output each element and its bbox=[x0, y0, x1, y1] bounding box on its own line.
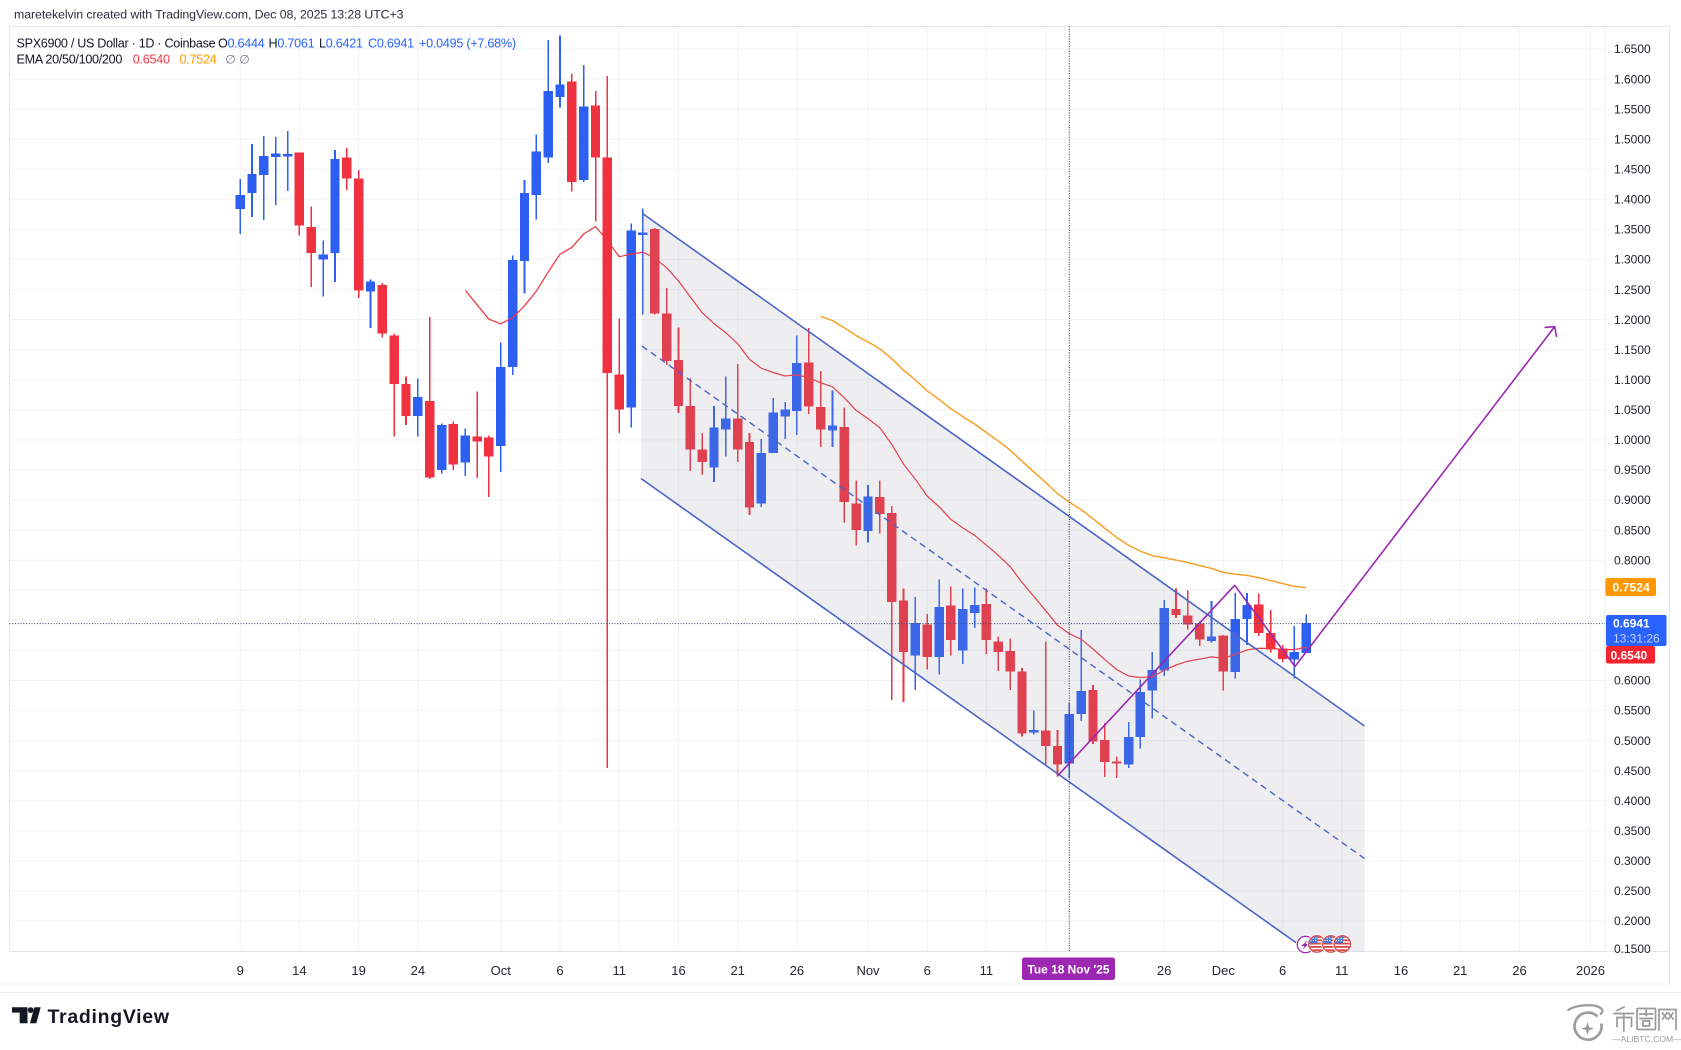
svg-text:9: 9 bbox=[237, 963, 244, 978]
svg-text:0.7524: 0.7524 bbox=[1613, 581, 1650, 595]
svg-text:1.3000: 1.3000 bbox=[1614, 253, 1651, 267]
svg-text:Nov: Nov bbox=[856, 963, 880, 978]
svg-text:0.4000: 0.4000 bbox=[1614, 794, 1651, 808]
svg-text:13:31:26: 13:31:26 bbox=[1613, 632, 1660, 646]
svg-text:24: 24 bbox=[411, 963, 425, 978]
svg-text:0.6540: 0.6540 bbox=[1611, 649, 1648, 663]
svg-text:11: 11 bbox=[612, 963, 626, 978]
svg-text:21: 21 bbox=[730, 963, 744, 978]
svg-text:19: 19 bbox=[351, 963, 365, 978]
svg-text:1.1500: 1.1500 bbox=[1614, 343, 1651, 357]
svg-text:0.5500: 0.5500 bbox=[1614, 704, 1651, 718]
svg-text:0.2500: 0.2500 bbox=[1614, 884, 1651, 898]
svg-text:0.1500: 0.1500 bbox=[1614, 942, 1651, 956]
svg-text:1.5500: 1.5500 bbox=[1614, 102, 1651, 116]
svg-text:EMA 20/50/100/200: EMA 20/50/100/200 bbox=[17, 53, 123, 67]
svg-text:1.5000: 1.5000 bbox=[1614, 132, 1651, 146]
svg-text:0.7524: 0.7524 bbox=[180, 53, 217, 67]
svg-text:0.6000: 0.6000 bbox=[1614, 674, 1651, 688]
svg-text:16: 16 bbox=[1394, 963, 1408, 978]
svg-text:Dec: Dec bbox=[1212, 963, 1236, 978]
svg-text:SPX6900 / US Dollar · 1D · Coi: SPX6900 / US Dollar · 1D · Coinbase bbox=[17, 37, 216, 51]
svg-text:L0.6421: L0.6421 bbox=[319, 37, 363, 51]
svg-text:0.6941: 0.6941 bbox=[1613, 617, 1650, 631]
svg-text:1.4000: 1.4000 bbox=[1614, 193, 1651, 207]
svg-text:1.1000: 1.1000 bbox=[1614, 373, 1651, 387]
svg-text:11: 11 bbox=[980, 963, 994, 978]
svg-text:6: 6 bbox=[1279, 963, 1286, 978]
svg-text:0.3500: 0.3500 bbox=[1614, 824, 1651, 838]
svg-text:C0.6941: C0.6941 bbox=[368, 37, 414, 51]
svg-text:0.4500: 0.4500 bbox=[1614, 764, 1651, 778]
svg-text:1.2000: 1.2000 bbox=[1614, 313, 1651, 327]
svg-text:14: 14 bbox=[292, 963, 306, 978]
svg-text:0.6540: 0.6540 bbox=[133, 53, 170, 67]
svg-text:1.0500: 1.0500 bbox=[1614, 403, 1651, 417]
svg-text:+0.0495 (+7.68%): +0.0495 (+7.68%) bbox=[419, 37, 516, 51]
svg-text:2026: 2026 bbox=[1576, 963, 1605, 978]
svg-text:26: 26 bbox=[790, 963, 804, 978]
svg-text:21: 21 bbox=[1453, 963, 1467, 978]
svg-text:maretekelvin created with Trad: maretekelvin created with TradingView.co… bbox=[14, 8, 404, 22]
svg-text:1.2500: 1.2500 bbox=[1614, 283, 1651, 297]
svg-text:H0.7061: H0.7061 bbox=[269, 37, 315, 51]
svg-text:6: 6 bbox=[556, 963, 563, 978]
svg-text:0.8500: 0.8500 bbox=[1614, 523, 1651, 537]
svg-text:1.3500: 1.3500 bbox=[1614, 223, 1651, 237]
svg-text:0.2000: 0.2000 bbox=[1614, 914, 1651, 928]
svg-text:O0.6444: O0.6444 bbox=[218, 37, 265, 51]
svg-text:16: 16 bbox=[671, 963, 685, 978]
svg-text:6: 6 bbox=[924, 963, 931, 978]
svg-text:0.9000: 0.9000 bbox=[1614, 493, 1651, 507]
svg-text:0.5000: 0.5000 bbox=[1614, 734, 1651, 748]
svg-text:26: 26 bbox=[1512, 963, 1526, 978]
svg-text:0.3000: 0.3000 bbox=[1614, 854, 1651, 868]
svg-text:1.6500: 1.6500 bbox=[1614, 42, 1651, 56]
svg-text:Oct: Oct bbox=[491, 963, 512, 978]
svg-text:1.0000: 1.0000 bbox=[1614, 433, 1651, 447]
svg-text:—ALIBTC.COM—: —ALIBTC.COM— bbox=[1612, 1034, 1681, 1044]
svg-text:Tue 18 Nov '25: Tue 18 Nov '25 bbox=[1028, 963, 1110, 977]
svg-text:26: 26 bbox=[1157, 963, 1171, 978]
svg-text:0.9500: 0.9500 bbox=[1614, 463, 1651, 477]
svg-text:∅ ∅: ∅ ∅ bbox=[225, 53, 250, 67]
svg-text:0.8000: 0.8000 bbox=[1614, 553, 1651, 567]
svg-text:1.6000: 1.6000 bbox=[1614, 72, 1651, 86]
svg-text:TradingView: TradingView bbox=[48, 1006, 170, 1028]
svg-text:11: 11 bbox=[1335, 963, 1349, 978]
svg-text:1.4500: 1.4500 bbox=[1614, 163, 1651, 177]
